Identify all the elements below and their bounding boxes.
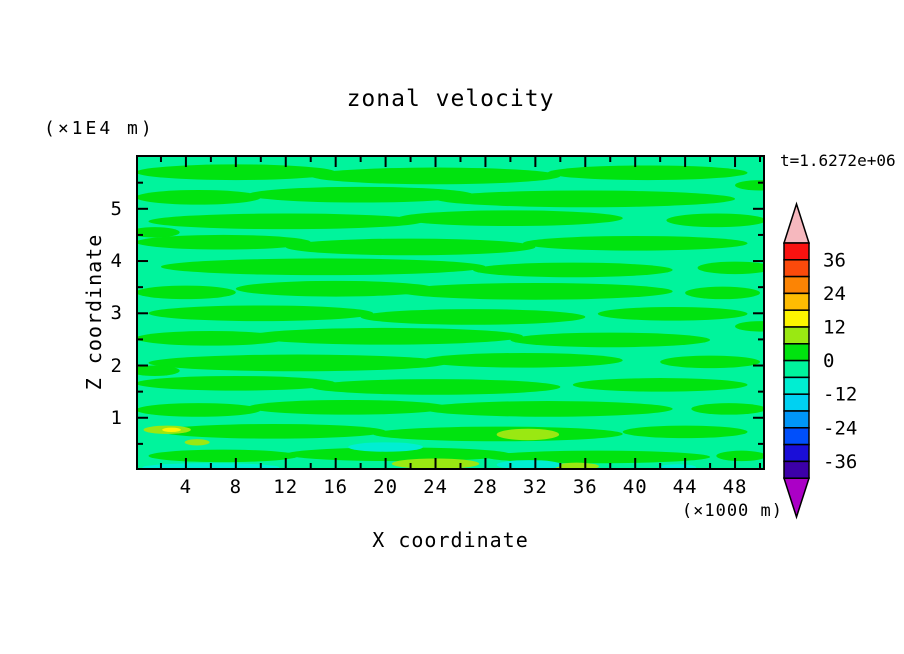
y-tick-labels: 1 2 3 4 5 (86, 155, 126, 470)
colorbar-tick-label: -24 (823, 417, 857, 439)
y-tick-label: 5 (110, 197, 122, 220)
colorbar-tick-label: -12 (823, 384, 857, 406)
y-tick-label: 1 (110, 406, 122, 429)
colorbar-tick-label: 0 (823, 350, 834, 372)
y-tick-label: 2 (110, 354, 122, 377)
colorbar-svg: 36 24 12 0 -12 -24 -36 (782, 201, 857, 520)
x-tick-label: 48 (722, 476, 748, 498)
x-tick-label: 4 (179, 476, 193, 498)
x-tick-label: 32 (522, 476, 548, 498)
x-tick-label: 16 (323, 476, 349, 498)
time-annotation: t=1.6272e+06 (780, 151, 896, 170)
colorbar-tick-label: 36 (823, 249, 846, 271)
plot-area (136, 155, 765, 470)
plot-title: zonal velocity (346, 86, 555, 112)
x-tick-label: 8 (229, 476, 243, 498)
x-axis-label: X coordinate (372, 528, 529, 552)
z-axis-unit-label: (×1E4 m) (44, 118, 155, 139)
x-tick-label: 36 (572, 476, 598, 498)
y-tick-label: 3 (110, 302, 122, 325)
x-axis-unit-label: (×1000 m) (681, 501, 783, 521)
colorbar: 36 24 12 0 -12 -24 -36 (782, 201, 904, 521)
x-tick-label: 24 (423, 476, 448, 498)
z-axis-label: Z coordinate (82, 233, 106, 391)
y-tick-label: 4 (110, 250, 122, 273)
colorbar-tick-label: 12 (823, 317, 846, 339)
colorbar-tick-label: 24 (823, 283, 846, 305)
x-tick-label: 44 (672, 476, 698, 498)
x-tick-label: 28 (472, 476, 498, 498)
colorbar-tick-label: -36 (823, 451, 857, 473)
x-tick-label: 20 (373, 476, 399, 498)
contour-field (136, 155, 765, 470)
x-tick-label: 40 (622, 476, 648, 498)
x-tick-label: 12 (273, 476, 299, 498)
x-tick-labels: 4 8 12 16 20 24 28 32 36 40 44 48 (136, 476, 765, 500)
